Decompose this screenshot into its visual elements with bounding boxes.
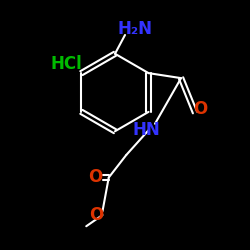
Text: HN: HN xyxy=(132,121,160,139)
Text: O: O xyxy=(194,100,208,118)
Text: HCl: HCl xyxy=(50,55,82,73)
Text: O: O xyxy=(89,206,104,224)
Text: O: O xyxy=(88,168,102,186)
Text: H₂N: H₂N xyxy=(118,20,152,38)
